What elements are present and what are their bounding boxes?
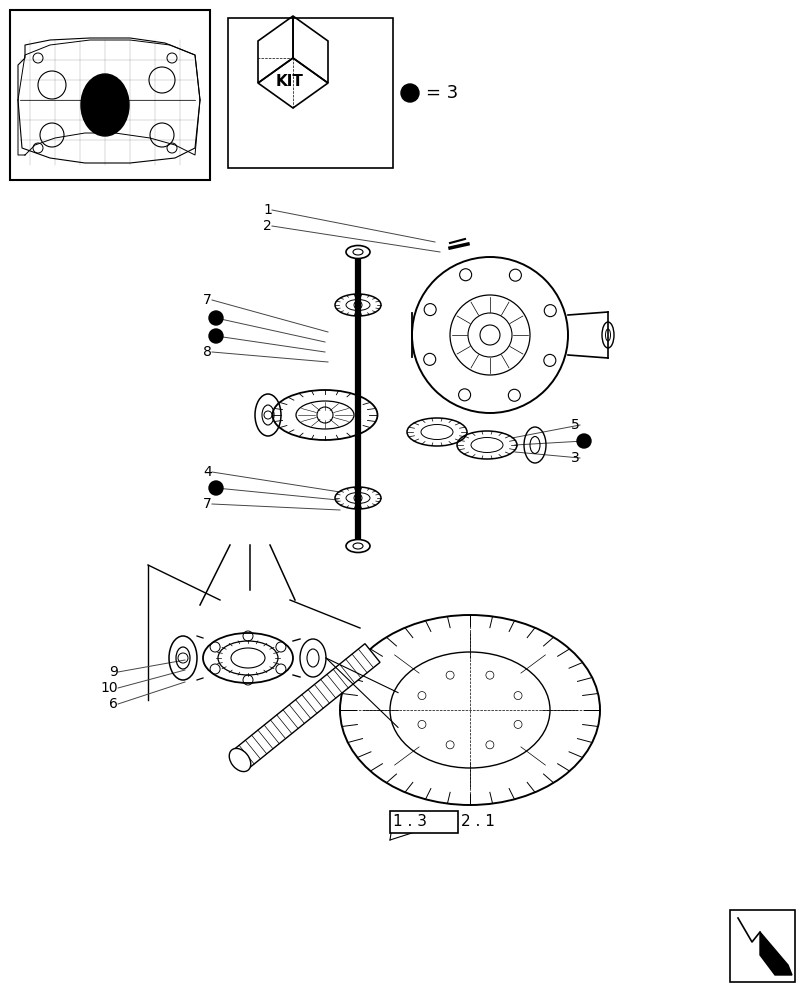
Text: 5: 5 [571, 418, 579, 432]
Ellipse shape [345, 540, 370, 552]
Ellipse shape [345, 245, 370, 258]
Text: = 3: = 3 [426, 84, 457, 102]
Text: 6: 6 [109, 697, 118, 711]
Polygon shape [232, 644, 380, 769]
Text: 2 . 1: 2 . 1 [461, 814, 494, 830]
Text: 9: 9 [109, 665, 118, 679]
Text: 10: 10 [101, 681, 118, 695]
Ellipse shape [229, 748, 251, 772]
Bar [729, 910, 794, 982]
Circle shape [208, 329, 223, 343]
Text: KIT: KIT [276, 74, 303, 89]
Bar [228, 18, 393, 168]
Bar [389, 811, 457, 833]
Text: 4: 4 [203, 465, 212, 479]
Text: 8: 8 [203, 345, 212, 359]
Text: 7: 7 [203, 293, 212, 307]
Text: 1: 1 [263, 203, 272, 217]
Ellipse shape [353, 249, 363, 255]
Text: 7: 7 [203, 497, 212, 511]
Text: 3: 3 [571, 451, 579, 465]
Ellipse shape [81, 74, 129, 136]
Circle shape [208, 481, 223, 495]
Ellipse shape [353, 543, 363, 549]
Circle shape [577, 434, 590, 448]
Polygon shape [759, 932, 791, 975]
Bar [10, 10, 210, 180]
Text: 1 . 3: 1 . 3 [393, 814, 427, 830]
Circle shape [401, 84, 418, 102]
Text: 2: 2 [263, 219, 272, 233]
Circle shape [208, 311, 223, 325]
